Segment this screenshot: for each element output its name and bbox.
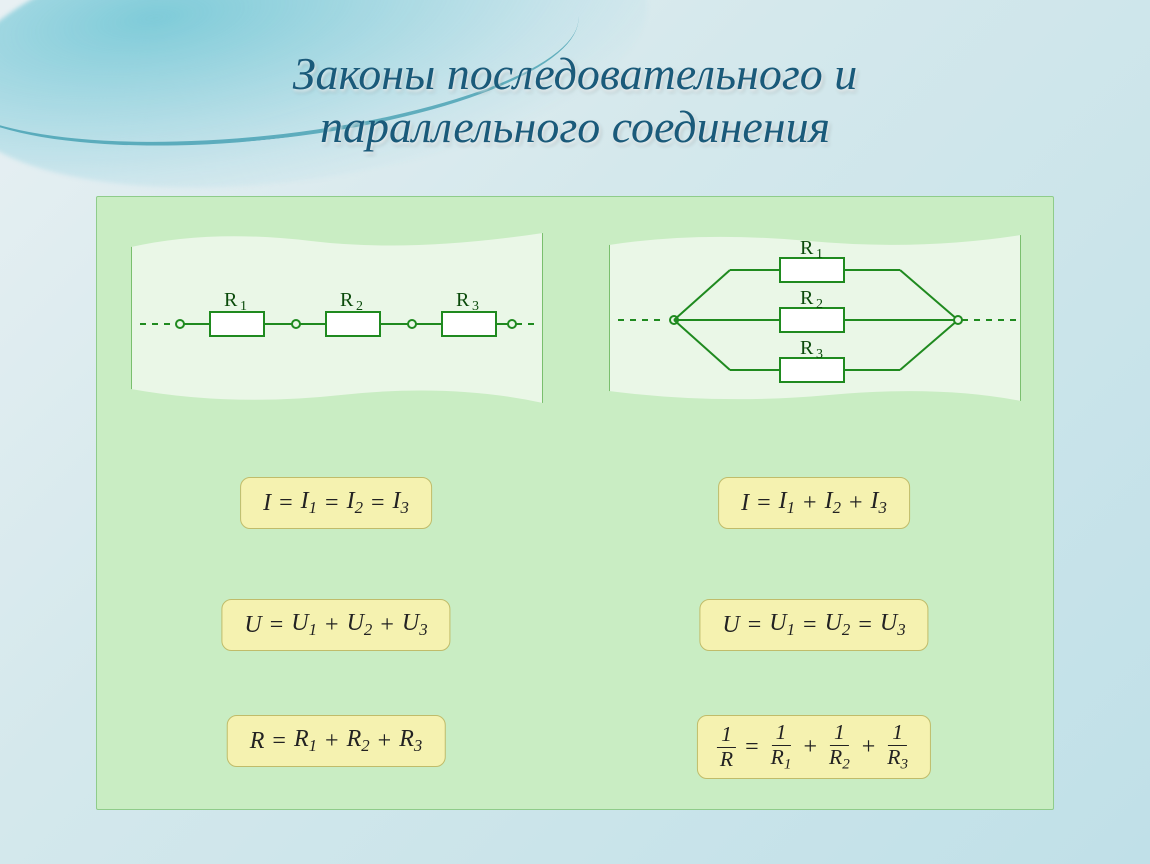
svg-text:R: R xyxy=(224,289,238,311)
parallel-formula-voltage: U= U1= U2= U3 xyxy=(699,599,928,651)
svg-text:3: 3 xyxy=(472,299,479,314)
frac-1-over-R: 1R xyxy=(716,724,737,770)
var-R: R xyxy=(250,728,265,755)
term: R2 xyxy=(347,726,370,756)
series-formula-voltage: U= U1+ U2+ U3 xyxy=(221,599,450,651)
parallel-column: R1 R2 R3 I= I1+ I2+ I3 U= U1= U2= U3 1R … xyxy=(575,197,1053,809)
content-panel: R1 R2 R3 I= I1= I2= I3 U= U1+ U2+ U3 R= … xyxy=(96,196,1054,810)
series-circuit-icon: R1 R2 R3 xyxy=(132,228,544,410)
svg-text:R: R xyxy=(800,287,814,309)
svg-text:2: 2 xyxy=(816,297,823,312)
term: I3 xyxy=(393,488,409,518)
var-U: U xyxy=(244,612,261,639)
series-diagram-card: R1 R2 R3 xyxy=(131,227,543,409)
term: U1 xyxy=(769,610,795,640)
parallel-circuit-icon: R1 R2 R3 xyxy=(610,228,1022,410)
term: U1 xyxy=(291,610,317,640)
svg-text:2: 2 xyxy=(356,299,363,314)
svg-text:1: 1 xyxy=(816,247,823,262)
term: 1R3 xyxy=(883,722,912,772)
title-line-2: параллельного соединения xyxy=(320,101,830,152)
svg-text:R: R xyxy=(456,289,470,311)
series-column: R1 R2 R3 I= I1= I2= I3 U= U1+ U2+ U3 R= … xyxy=(97,197,575,809)
term: U3 xyxy=(402,610,428,640)
var-I: I xyxy=(741,490,749,517)
term: I2 xyxy=(825,488,841,518)
term: U2 xyxy=(347,610,373,640)
var-I: I xyxy=(263,490,271,517)
parallel-diagram-card: R1 R2 R3 xyxy=(609,227,1021,409)
term: R3 xyxy=(399,726,422,756)
term: 1R2 xyxy=(825,722,854,772)
var-U: U xyxy=(722,612,739,639)
term: I3 xyxy=(871,488,887,518)
term: R1 xyxy=(294,726,317,756)
svg-text:3: 3 xyxy=(816,347,823,362)
svg-text:R: R xyxy=(800,237,814,259)
slide-title: Законы последовательного и параллельного… xyxy=(0,0,1150,154)
term: I1 xyxy=(779,488,795,518)
term: I2 xyxy=(347,488,363,518)
series-formula-current: I= I1= I2= I3 xyxy=(240,477,432,529)
title-line-1: Законы последовательного и xyxy=(293,48,858,99)
term: U2 xyxy=(825,610,851,640)
term: 1R1 xyxy=(767,722,796,772)
term: U3 xyxy=(880,610,906,640)
parallel-formula-current: I= I1+ I2+ I3 xyxy=(718,477,910,529)
series-formula-resistance: R= R1+ R2+ R3 xyxy=(227,715,446,767)
svg-text:1: 1 xyxy=(240,299,247,314)
term: I1 xyxy=(301,488,317,518)
parallel-formula-resistance: 1R = 1R1 + 1R2 + 1R3 xyxy=(697,715,931,779)
svg-text:R: R xyxy=(800,337,814,359)
svg-text:R: R xyxy=(340,289,354,311)
